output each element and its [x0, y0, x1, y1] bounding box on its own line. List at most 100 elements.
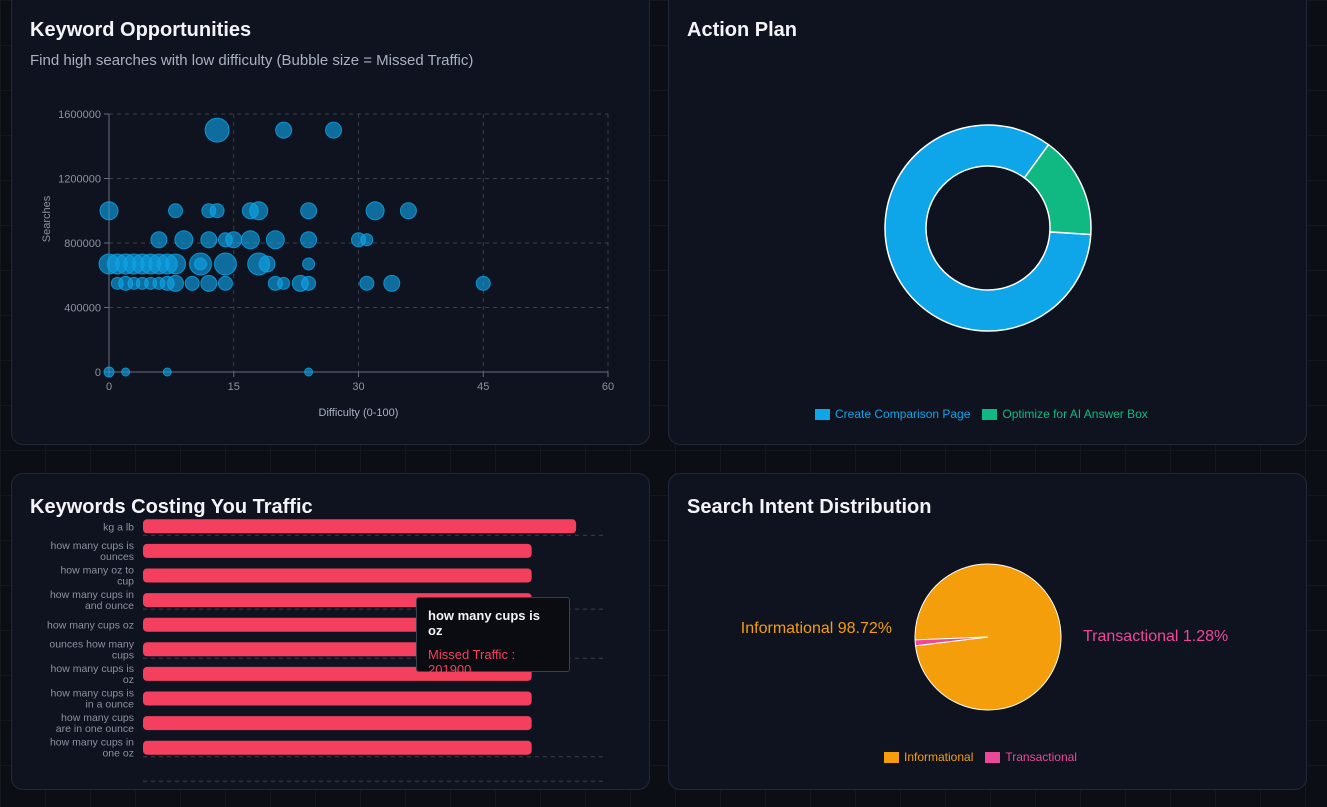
bar-label-7: in a ounce: [86, 699, 135, 711]
bar-9: [143, 740, 532, 755]
bar-label-1: how many cups is: [51, 540, 134, 552]
legend-swatch-transactional: [985, 751, 1001, 763]
scatter-point: [249, 201, 269, 221]
x-tick-label: 0: [106, 381, 112, 393]
scatter-point: [300, 202, 318, 220]
scatter-point: [275, 121, 293, 139]
bar-2: [143, 568, 532, 583]
scatter-point: [209, 203, 225, 219]
scatter-point: [168, 203, 184, 219]
legend-label-informational: Informational: [904, 750, 974, 764]
search-intent-legend: Informational Transactional: [884, 750, 1077, 764]
x-tick-label: 30: [352, 381, 364, 393]
keyword-opportunities-subtitle: Find high searches with low difficulty (…: [30, 52, 474, 69]
action-plan-legend: Create Comparison Page Optimize for AI A…: [815, 407, 1148, 421]
pie-chart[interactable]: Informational 98.72% Transactional 1.28%: [669, 474, 1308, 791]
scatter-chart[interactable]: 0 15 30 45 60 0 400000 800000 1200000 1600000 Diff…: [12, 0, 651, 446]
scatter-point: [240, 230, 260, 250]
legend-label-ai-answer: Optimize for AI Answer Box: [1002, 407, 1148, 421]
scatter-point: [200, 274, 218, 292]
scatter-point: [302, 257, 316, 271]
keywords-costing-title: Keywords Costing You Traffic: [30, 496, 313, 518]
donut-slice-0: [884, 124, 1092, 332]
x-axis-label: Difficulty (0-100): [319, 407, 399, 419]
donut-slice-1: [1023, 143, 1092, 236]
bar-label-7: how many cups is: [51, 688, 134, 700]
tooltip-value: Missed Traffic : 201900: [428, 647, 516, 677]
scatter-point: [325, 121, 343, 139]
scatter-point: [213, 252, 237, 276]
scatter-point: [204, 117, 230, 143]
keyword-opportunities-card: Keyword Opportunities Find high searches…: [11, 0, 650, 445]
scatter-point: [167, 274, 185, 292]
scatter-point: [165, 253, 187, 275]
y-tick-label: 1600000: [58, 109, 101, 121]
bar-label-6: how many cups is: [51, 663, 134, 675]
legend-swatch-ai-answer: [982, 408, 998, 420]
scatter-point: [99, 201, 119, 221]
donut-chart[interactable]: [669, 0, 1308, 446]
bar-label-0: kg a lb: [103, 521, 134, 533]
x-tick-label: 45: [477, 381, 489, 393]
scatter-point: [150, 231, 168, 249]
legend-item-informational[interactable]: Informational: [884, 750, 973, 764]
bar-7: [143, 691, 532, 706]
action-plan-title: Action Plan: [687, 19, 798, 41]
bar-label-9: how many cups in: [50, 737, 134, 749]
y-axis-label: Searches: [41, 195, 53, 242]
bar-label-8: are in one ounce: [56, 723, 134, 735]
scatter-point: [300, 231, 318, 249]
scatter-point: [475, 275, 491, 291]
scatter-point: [162, 367, 172, 377]
legend-swatch-informational: [884, 751, 899, 763]
bar-label-4: how many cups oz: [47, 620, 134, 632]
bar-0: [143, 519, 577, 534]
bar-tooltip: how many cups is oz Missed Traffic : 201…: [416, 597, 570, 677]
scatter-point: [360, 233, 374, 247]
x-tick-label: 15: [228, 381, 240, 393]
scatter-point: [121, 367, 131, 377]
scatter-point: [365, 201, 385, 221]
tooltip-title: how many cups is oz: [428, 608, 540, 638]
scatter-point: [277, 276, 291, 290]
bar-label-9: one oz: [102, 748, 134, 760]
scatter-point: [184, 275, 200, 291]
bar-label-3: how many cups in: [50, 589, 134, 601]
legend-item-ai-answer[interactable]: Optimize for AI Answer Box: [982, 407, 1148, 421]
scatter-point: [103, 366, 115, 378]
keyword-opportunities-title: Keyword Opportunities: [30, 19, 252, 41]
bar-label-2: cup: [117, 576, 134, 588]
pie-slice-1: [914, 636, 989, 647]
bar-label-3: and ounce: [85, 600, 134, 612]
y-tick-label: 800000: [64, 238, 101, 250]
scatter-point: [383, 274, 401, 292]
bar-label-8: how many cups: [61, 712, 134, 724]
x-tick-label: 60: [602, 381, 614, 393]
legend-item-transactional[interactable]: Transactional: [985, 750, 1077, 764]
y-tick-label: 0: [95, 367, 101, 379]
scatter-point: [225, 231, 243, 249]
bar-label-5: cups: [112, 649, 134, 661]
scatter-point: [174, 230, 194, 250]
search-intent-title: Search Intent Distribution: [687, 496, 932, 518]
scatter-point: [193, 257, 207, 271]
bar-1: [143, 543, 532, 558]
legend-swatch-comparison: [815, 408, 830, 420]
scatter-point: [301, 275, 317, 291]
bar-label-6: oz: [123, 674, 134, 686]
pie-label-transactional: Transactional 1.28%: [1083, 628, 1228, 645]
bar-label-1: ounces: [100, 551, 134, 563]
action-plan-card: Action Plan Create Comparison Page Optim…: [668, 0, 1307, 445]
bar-label-2: how many oz to: [60, 565, 134, 577]
legend-item-comparison[interactable]: Create Comparison Page: [815, 407, 970, 421]
keywords-costing-card: Keywords Costing You Traffic kg a lb how …: [11, 473, 650, 790]
search-intent-card: Search Intent Distribution Informational…: [668, 473, 1307, 790]
legend-label-transactional: Transactional: [1005, 750, 1077, 764]
scatter-point: [265, 230, 285, 250]
y-tick-label: 400000: [64, 303, 101, 315]
bar-label-5: ounces how many: [49, 638, 134, 650]
bar-8: [143, 716, 532, 731]
scatter-point: [217, 275, 233, 291]
y-tick-label: 1200000: [58, 174, 101, 186]
